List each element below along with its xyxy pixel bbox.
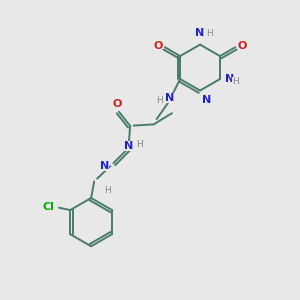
Text: H: H xyxy=(206,29,213,38)
Text: H: H xyxy=(156,96,163,105)
Text: H: H xyxy=(136,140,143,149)
Text: N: N xyxy=(202,95,211,105)
Text: N: N xyxy=(195,28,204,38)
Text: H: H xyxy=(104,186,111,195)
Text: N: N xyxy=(225,74,235,84)
Text: H: H xyxy=(232,77,239,86)
Text: O: O xyxy=(238,41,247,51)
Text: N: N xyxy=(124,142,133,152)
Text: O: O xyxy=(153,41,163,51)
Text: N: N xyxy=(165,93,175,103)
Text: O: O xyxy=(112,99,122,109)
Text: N: N xyxy=(100,161,109,171)
Text: Cl: Cl xyxy=(43,202,55,212)
